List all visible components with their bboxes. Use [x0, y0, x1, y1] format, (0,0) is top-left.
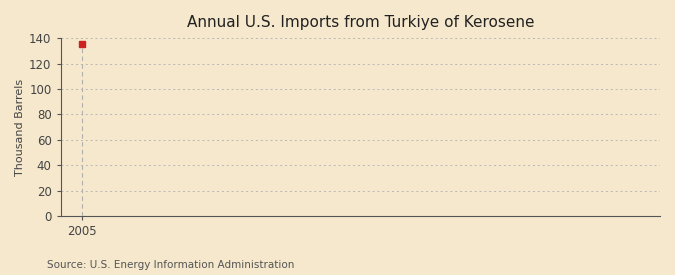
Title: Annual U.S. Imports from Turkiye of Kerosene: Annual U.S. Imports from Turkiye of Kero…: [186, 15, 534, 30]
Text: Source: U.S. Energy Information Administration: Source: U.S. Energy Information Administ…: [47, 260, 294, 270]
Y-axis label: Thousand Barrels: Thousand Barrels: [15, 78, 25, 176]
